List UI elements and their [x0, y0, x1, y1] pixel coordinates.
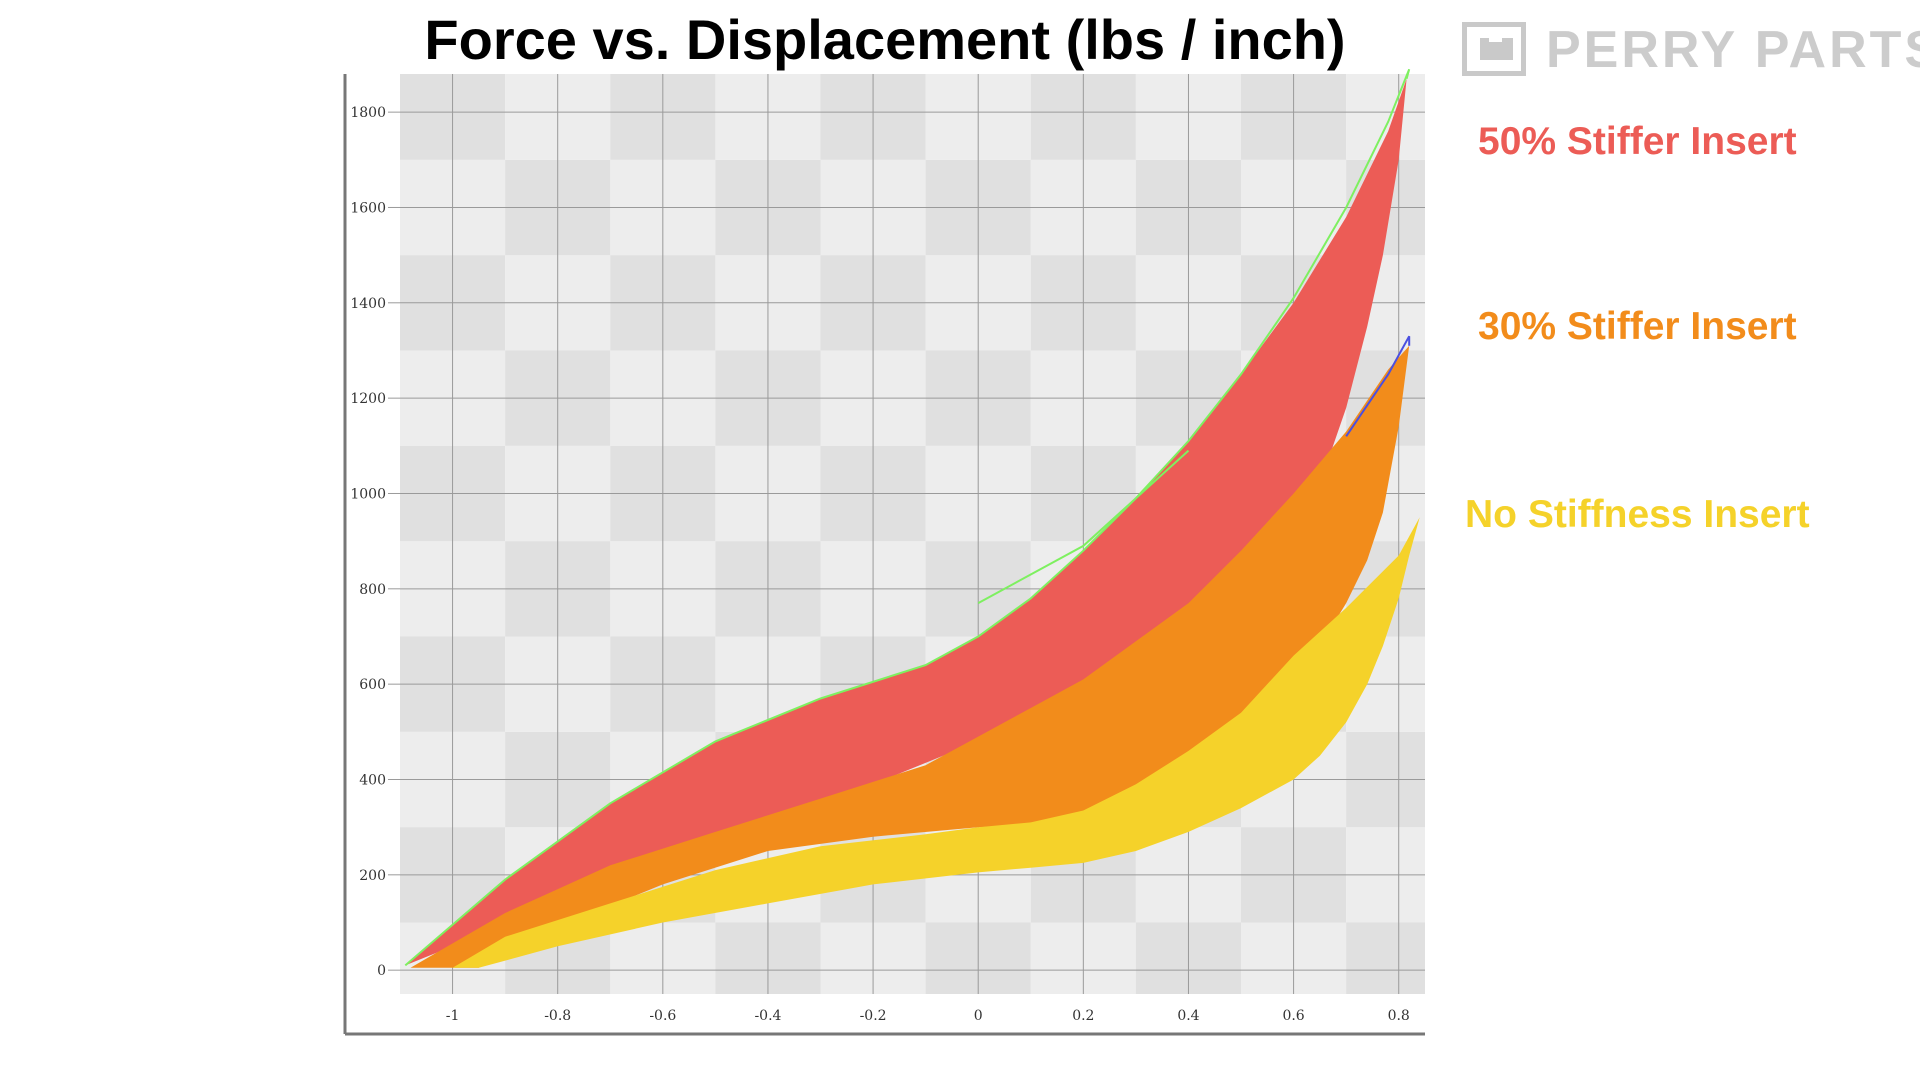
series-area-1	[373, 345, 1410, 968]
x-tick-label: -0.4	[754, 1008, 781, 1024]
x-tick-label: -1	[446, 1008, 460, 1024]
x-tick-label: 0.6	[1282, 1008, 1304, 1024]
y-tick-label: 400	[359, 772, 386, 788]
chart-title: Force vs. Displacement (lbs / inch)	[424, 8, 1346, 71]
grid-band	[1346, 922, 1425, 994]
x-tick-label: -0.6	[649, 1008, 676, 1024]
y-tick-label: 1000	[350, 486, 386, 502]
x-tick-label: 0	[974, 1008, 983, 1024]
x-tick-label: -0.8	[544, 1008, 571, 1024]
y-tick-label: 0	[377, 963, 386, 979]
y-tick-label: 1200	[350, 391, 386, 407]
outline-trace-0	[404, 68, 1411, 967]
y-tick-label: 800	[359, 582, 386, 598]
x-tick-label: 0.4	[1177, 1008, 1199, 1024]
y-tick-label: 600	[359, 677, 386, 693]
y-tick-label: 1400	[350, 296, 386, 312]
outline-trace-1	[977, 449, 1190, 604]
y-tick-label: 1800	[350, 105, 386, 121]
legend-label-none: No Stiffness Insert	[1465, 493, 1810, 536]
logo-mark-icon	[1462, 22, 1526, 76]
legend-label-50: 50% Stiffer Insert	[1478, 120, 1797, 163]
axis-margin	[348, 74, 400, 1031]
series-area-2	[452, 517, 1420, 968]
legend-label-30: 30% Stiffer Insert	[1478, 305, 1797, 348]
series-area-0	[405, 78, 1407, 966]
x-tick-label: -0.2	[860, 1008, 887, 1024]
x-tick-label: 0.8	[1388, 1008, 1410, 1024]
y-tick-label: 1600	[350, 200, 386, 216]
outline-trace-2	[1345, 335, 1411, 437]
logo-text: PERRY PARTS	[1546, 21, 1920, 79]
x-tick-label: 0.2	[1072, 1008, 1094, 1024]
brand-logo: PERRY PARTS	[1462, 22, 1920, 84]
y-tick-label: 200	[359, 868, 386, 884]
axis-margin	[400, 994, 1425, 1031]
